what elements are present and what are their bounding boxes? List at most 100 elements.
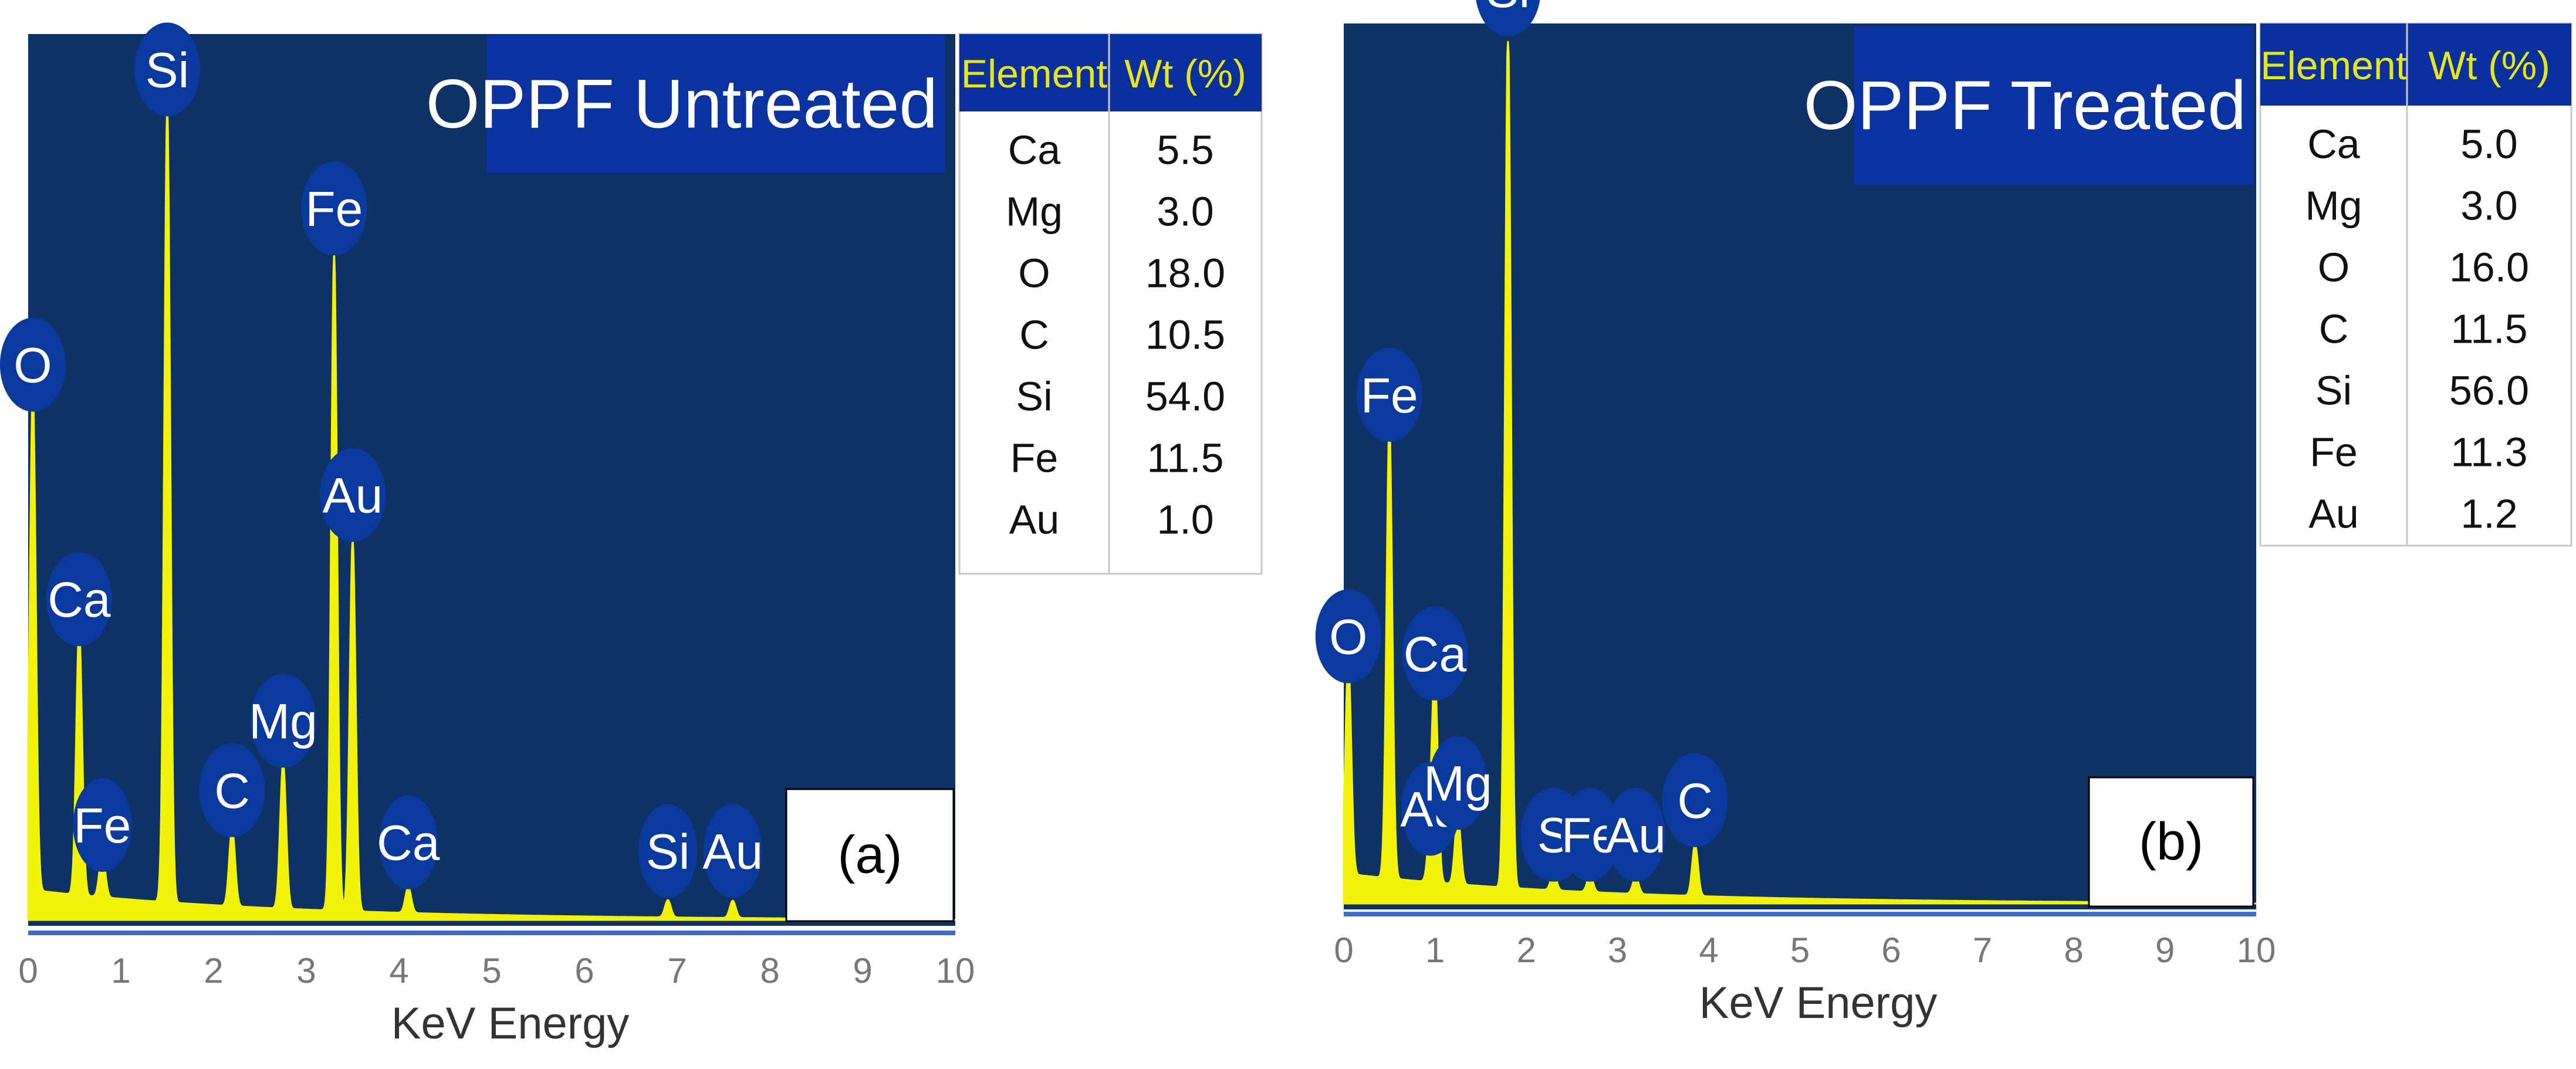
peak-label-text: Si (646, 824, 690, 879)
peak-label-badge (1476, 0, 1540, 36)
table-cell-wt: 10.5 (1145, 312, 1225, 358)
peak-label-mg-4: Mg (1424, 736, 1492, 830)
table-cell-wt: 5.5 (1157, 127, 1213, 173)
peak-label-text: O (13, 338, 52, 393)
x-axis-title: KeV Energy (1699, 978, 1938, 1028)
peak-label-badge (703, 804, 762, 898)
panel-label: (b) (2139, 813, 2203, 871)
peak-label-text: C (214, 763, 250, 818)
peak-label-text: Mg (1424, 756, 1492, 811)
peak-label-text: Ca (1404, 627, 1467, 682)
composition-table: Element Wt (%) Ca 5.0 Mg 3.0 O 16.0 C 11.5 Si 56.0 F… (2259, 22, 2572, 547)
x-tick-label: 5 (482, 951, 501, 990)
table-cell-wt: 11.5 (2450, 306, 2527, 352)
chart-panel-b: OFeCaAuMgSiSFeAuCOPPF Treated(b)01234567… (1315, 0, 2572, 1028)
panel-label-box (2088, 776, 2254, 908)
peak-label-badge (320, 448, 386, 542)
x-tick-label: 7 (667, 951, 687, 990)
table-cell-element: Mg (1006, 189, 1063, 235)
x-tick-label: 4 (1699, 931, 1718, 970)
panel-label-box (785, 788, 955, 922)
chart-title: OPPF Untreated (426, 66, 938, 143)
peak-label-text: Fe (1361, 368, 1418, 423)
table-row: Ca 5.0 (2307, 121, 2517, 167)
table-cell-wt: 16.0 (2449, 245, 2529, 290)
peak-label-badge (378, 795, 438, 889)
peak-label-badge (638, 804, 698, 898)
x-tick-label: 1 (111, 951, 130, 990)
peak-label-badge (250, 674, 316, 768)
table-frame (2259, 22, 2572, 547)
peak-label-text: Au (1605, 808, 1666, 863)
table-cell-element: Ca (2307, 121, 2360, 167)
peak-label-text: Mg (249, 694, 317, 749)
table-row: C 11.5 (2319, 306, 2528, 352)
x-tick-label: 8 (760, 951, 779, 990)
peak-label-c-4: C (199, 743, 265, 837)
peak-label-si-9: Si (638, 804, 698, 898)
table-header-cell: Element (961, 52, 1108, 96)
table-cell-element: Si (2315, 368, 2352, 414)
peak-label-badge (1606, 787, 1665, 882)
peak-label-badge (1560, 787, 1620, 882)
table-cell-wt: 5.0 (2460, 121, 2517, 167)
table-cell-wt: 11.3 (2450, 429, 2527, 475)
peak-label-fe-1: Fe (1356, 347, 1422, 442)
peak-label-text: Si (1486, 0, 1530, 18)
peak-label-au-7: Au (320, 448, 386, 542)
table-cell-wt: 56.0 (2449, 368, 2529, 414)
x-tick-label: 6 (1881, 931, 1901, 970)
peak-label-o-0: O (1315, 589, 1381, 684)
peak-label-badge (199, 743, 265, 837)
table-cell-wt: 1.2 (2460, 491, 2517, 537)
x-tick-label: 0 (1334, 931, 1353, 970)
chart-title: OPPF Treated (1804, 67, 2246, 144)
plot-area (28, 34, 955, 926)
table-header-row (2260, 23, 2571, 106)
peak-label-mg-5: Mg (249, 674, 317, 768)
table-cell-element: Ca (1008, 127, 1061, 173)
peak-label-badge (1356, 347, 1422, 442)
table-cell-wt: 3.0 (2460, 183, 2517, 229)
x-tick-label: 2 (1516, 931, 1536, 970)
x-tick-label: 5 (1790, 931, 1810, 970)
table-cell-wt: 3.0 (1157, 189, 1213, 235)
peak-label-text: Au (323, 468, 383, 523)
peak-label-badge (1315, 589, 1381, 684)
x-tick-label: 3 (1608, 931, 1627, 970)
table-cell-element: Mg (2305, 183, 2362, 229)
table-row: Au 1.2 (2308, 491, 2517, 537)
table-row: Fe 11.3 (2310, 429, 2527, 475)
peak-label-badge (0, 317, 66, 412)
peak-label-si-5: Si (1476, 0, 1540, 36)
table-cell-wt: 18.0 (1145, 251, 1225, 296)
peak-label-o-0: O (0, 317, 66, 412)
peak-label-text: Ca (377, 816, 440, 871)
table-row: Si 54.0 (1016, 374, 1225, 420)
table-cell-element: Fe (1010, 435, 1059, 481)
table-row: Mg 3.0 (1006, 189, 1214, 235)
table-cell-element: Fe (2310, 429, 2358, 475)
x-tick-label: 10 (936, 951, 975, 990)
chart-title-box (1854, 26, 2253, 185)
x-tick-label: 1 (1425, 931, 1445, 970)
x-tick-label: 7 (1973, 931, 1992, 970)
composition-table: Element Wt (%) Ca 5.5 Mg 3.0 O 18.0 C 10.5 Si 54.0 F… (958, 33, 1263, 575)
table-header-cell: Element (2260, 43, 2407, 88)
table-row: C 10.5 (1019, 312, 1225, 358)
peak-label-badge (73, 778, 132, 872)
table-cell-element: Si (1016, 374, 1052, 420)
peak-label-c-9: C (1662, 753, 1728, 847)
panel-label: (a) (838, 826, 902, 885)
peak-label-fe-6: Fe (301, 161, 367, 256)
table-row: Mg 3.0 (2305, 183, 2517, 229)
table-cell-element: C (2319, 306, 2349, 352)
x-axis-title: KeV Energy (391, 999, 630, 1048)
peak-label-text: Fe (73, 798, 131, 853)
peak-label-au-8: Au (1605, 787, 1666, 882)
peak-label-text: Au (702, 824, 763, 879)
peak-label-badge (1428, 736, 1488, 830)
peak-label-ca-2: Ca (1402, 606, 1468, 701)
table-cell-element: O (2318, 245, 2349, 290)
peak-label-text: Ca (48, 572, 111, 627)
